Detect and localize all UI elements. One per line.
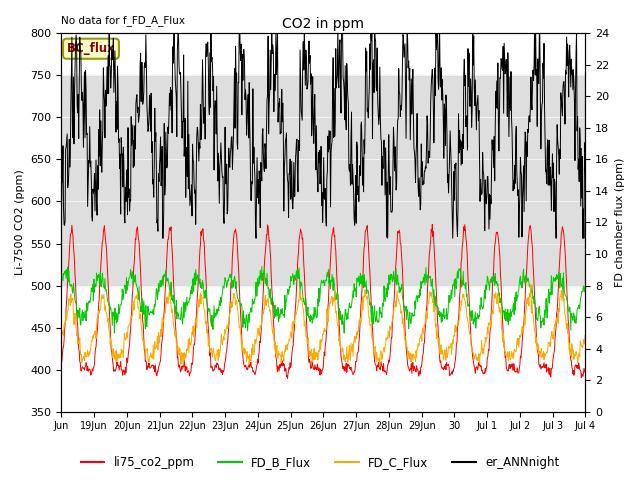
Legend: li75_co2_ppm, FD_B_Flux, FD_C_Flux, er_ANNnight: li75_co2_ppm, FD_B_Flux, FD_C_Flux, er_A… [76,452,564,474]
Text: No data for f_FD_A_Flux: No data for f_FD_A_Flux [61,15,186,26]
Text: BC_flux: BC_flux [67,42,115,55]
Y-axis label: Li-7500 CO2 (ppm): Li-7500 CO2 (ppm) [15,169,25,276]
Y-axis label: FD chamber flux (ppm): FD chamber flux (ppm) [615,158,625,287]
Title: CO2 in ppm: CO2 in ppm [282,17,364,31]
Bar [61,75,586,286]
